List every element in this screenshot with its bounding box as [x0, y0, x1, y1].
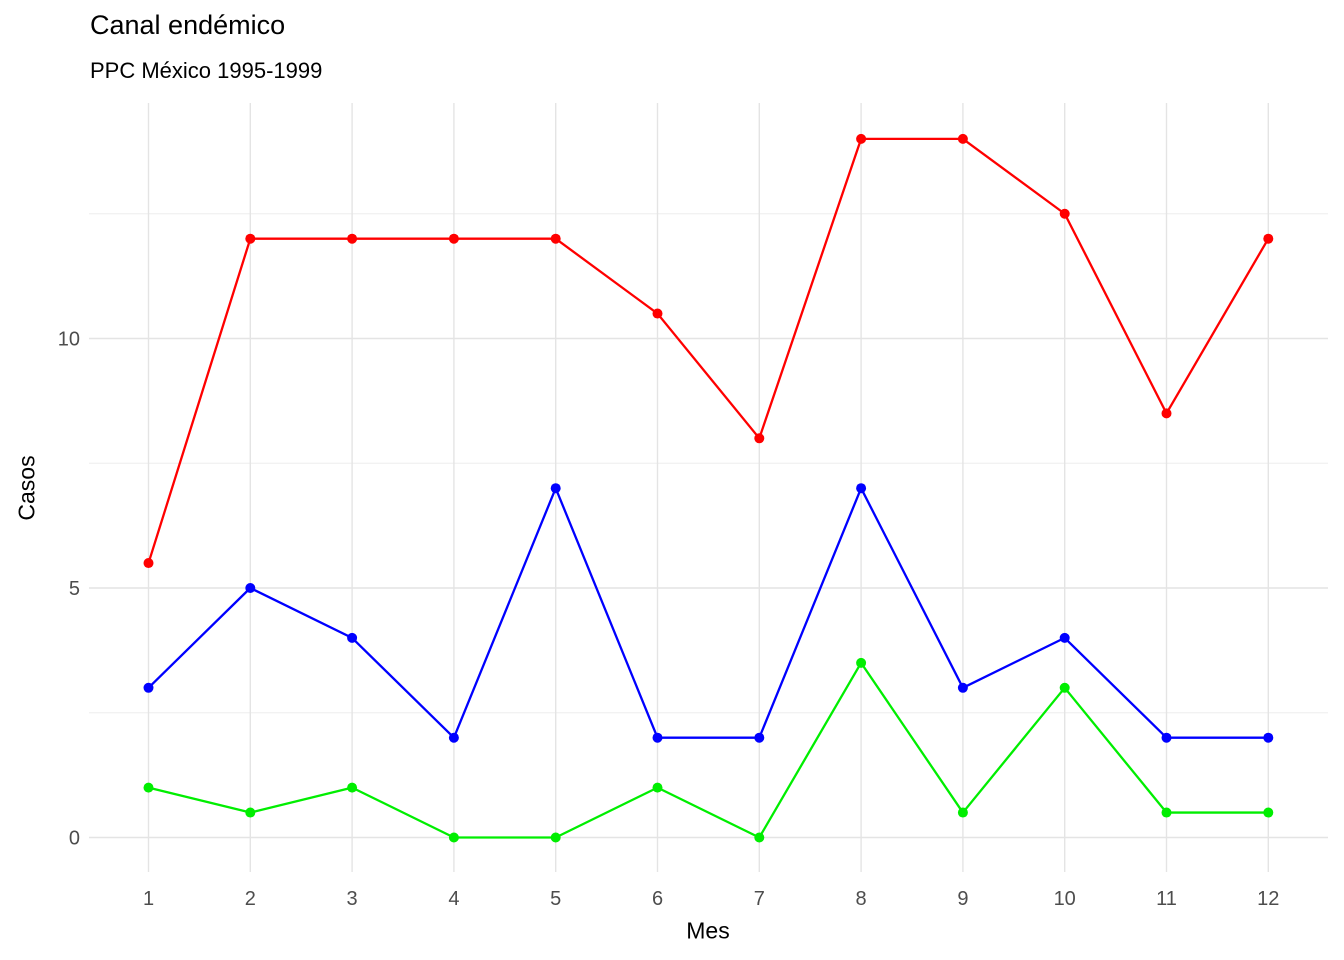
series-green-lower-point: [856, 657, 867, 668]
series-blue-middle-point: [550, 483, 561, 494]
series-red-upper-point: [1263, 233, 1274, 244]
series-blue-middle-point: [856, 483, 867, 494]
x-tick-label: 7: [754, 888, 765, 910]
series-green-lower-point: [754, 832, 765, 843]
series-blue-middle-point: [957, 682, 968, 693]
x-tick-label: 4: [448, 888, 459, 910]
x-tick-label: 9: [957, 888, 968, 910]
series-blue-middle-point: [347, 632, 358, 643]
series-blue-middle-point: [448, 732, 459, 743]
series-red-upper-point: [448, 233, 459, 244]
series-green-lower-point: [957, 807, 968, 818]
series-red-upper-point: [143, 558, 154, 569]
series-green-lower-point: [143, 782, 154, 793]
x-tick-label: 6: [652, 888, 663, 910]
x-tick-label: 10: [1054, 888, 1076, 910]
series-green-lower-point: [245, 807, 256, 818]
series-red-upper-point: [856, 133, 867, 144]
series-red-upper-line: [147, 137, 1270, 565]
series-red-upper-point: [1059, 208, 1070, 219]
series-blue-middle-point: [143, 682, 154, 693]
series-red-upper-point: [957, 133, 968, 144]
chart-title: Canal endémico: [90, 10, 286, 40]
series-red-upper-point: [550, 233, 561, 244]
series-blue-middle-line: [147, 487, 1270, 739]
x-tick-label: 1: [143, 888, 154, 910]
series-green-lower-point: [448, 832, 459, 843]
series-blue-middle-point: [1161, 732, 1172, 743]
y-tick-label: 0: [69, 828, 80, 850]
series-blue-middle-point: [1059, 632, 1070, 643]
series-red-upper-point: [347, 233, 358, 244]
y-axis-title: Casos: [13, 455, 40, 521]
chart-subtitle: PPC México 1995-1999: [90, 58, 323, 83]
x-tick-label: 3: [347, 888, 358, 910]
series-red-upper-point: [652, 308, 663, 319]
series-green-lower-point: [347, 782, 358, 793]
y-tick-label: 10: [58, 329, 80, 351]
series-green-lower-point: [1059, 682, 1070, 693]
series-green-lower-point: [1263, 807, 1274, 818]
x-tick-label: 8: [856, 888, 867, 910]
series-red-upper-point: [1161, 408, 1172, 419]
series-blue-middle-point: [245, 583, 256, 593]
x-tick-label: 11: [1156, 888, 1177, 910]
series-blue-middle-point: [652, 732, 663, 743]
series-green-lower-point: [550, 832, 561, 843]
x-axis-title: Mes: [686, 917, 730, 944]
x-tick-label: 5: [550, 888, 561, 910]
series-red-upper-point: [754, 433, 765, 444]
series-green-lower-point: [652, 782, 663, 793]
x-tick-label: 2: [245, 888, 256, 910]
x-tick-label: 12: [1257, 888, 1279, 910]
series-red-upper-point: [245, 233, 256, 244]
series-green-lower-point: [1161, 807, 1172, 818]
y-tick-label: 5: [69, 578, 80, 600]
series-green-lower-line: [147, 661, 1270, 839]
series-blue-middle-point: [1263, 732, 1274, 743]
series-blue-middle-point: [754, 732, 765, 743]
